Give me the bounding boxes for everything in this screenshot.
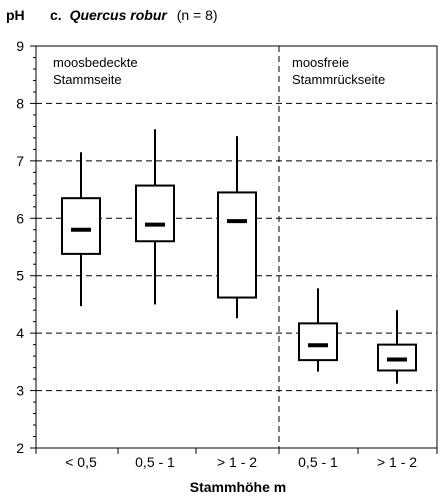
title-species: Quercus robur [70,7,169,23]
title-n: (n = 8) [177,7,218,23]
y-tick-label: 9 [16,38,24,54]
x-tick-label: < 0,5 [65,454,97,470]
plot-frame [35,45,438,449]
box-iqr [135,184,175,243]
box-iqr [61,197,101,255]
x-axis-label: Stammhöhe m [190,479,286,495]
box-iqr [217,191,257,299]
y-tick-label: 5 [16,268,24,284]
box-3 [217,136,257,319]
group-label-1-line-1: moosbedeckte [53,55,138,70]
box-iqr [377,343,417,372]
y-tick-label: 7 [16,153,24,169]
box-iqr [298,322,338,362]
box-2 [135,129,175,305]
box-4 [298,288,338,372]
x-tick-label: 0,5 - 1 [135,454,175,470]
y-tick-label: 3 [16,383,24,399]
y-tick-label: 4 [16,325,24,341]
y-tick-label: 6 [16,210,24,226]
group-label-2-line-1: moosfreie [292,55,349,70]
group-label-2-line-2: Stammrückseite [292,72,385,87]
chart-title: c. Quercus robur (n = 8) [50,7,218,23]
y-tick-label: 2 [16,440,24,456]
title-prefix: c. [50,7,62,23]
x-axis: < 0,5 0,5 - 1 > 1 - 2 0,5 - 1 > 1 - 2 [35,448,438,470]
x-tick-label: > 1 - 2 [217,454,257,470]
box-series [61,129,417,384]
x-tick-label: 0,5 - 1 [298,454,338,470]
box-1 [61,152,101,307]
y-axis-label: pH [6,7,25,23]
box-5 [377,310,417,384]
x-tick-label: > 1 - 2 [377,454,417,470]
y-axis: 2 3 4 5 6 7 8 9 [16,38,36,456]
y-tick-label: 8 [16,95,24,111]
group-label-1-line-2: Stammseite [53,72,122,87]
